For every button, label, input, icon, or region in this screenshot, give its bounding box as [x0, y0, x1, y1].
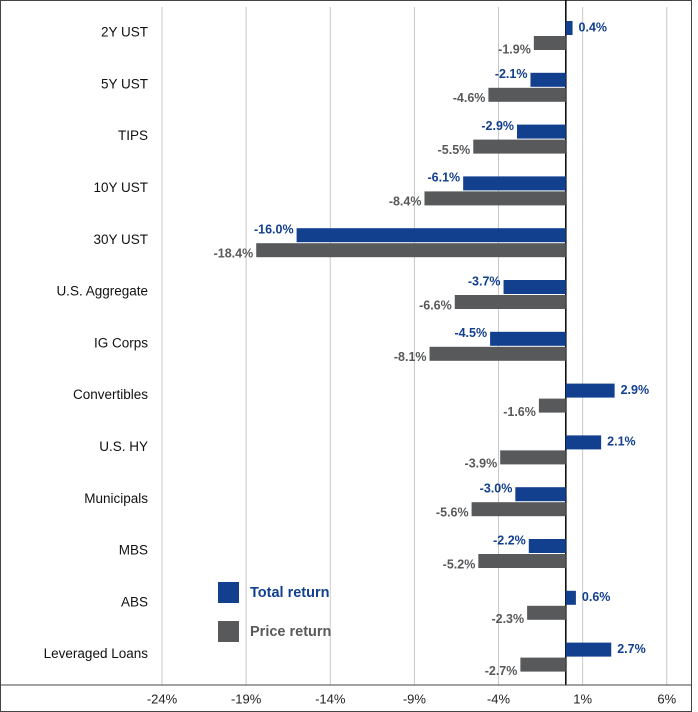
bar: [565, 435, 602, 450]
data-label: -3.0%: [480, 481, 513, 495]
legend-label: Total return: [250, 585, 329, 601]
data-label: 0.4%: [579, 20, 608, 34]
data-label: -4.6%: [453, 91, 486, 105]
bar: [527, 605, 566, 620]
bar: [565, 383, 615, 398]
bar: [533, 36, 566, 50]
x-tick-label: -19%: [231, 691, 262, 706]
y-tick-label: 2Y UST: [101, 25, 148, 40]
bar: [530, 72, 566, 87]
bar: [488, 87, 566, 102]
data-label: 2.9%: [621, 383, 650, 397]
data-label: -2.1%: [495, 67, 528, 81]
x-tick-label: -24%: [147, 691, 178, 706]
bar: [471, 502, 566, 517]
bar: [565, 21, 573, 35]
y-tick-label: 30Y UST: [93, 232, 148, 247]
y-tick-label: TIPS: [118, 128, 148, 143]
data-label: -1.6%: [503, 405, 536, 419]
data-label: -6.6%: [419, 298, 452, 312]
data-label: -1.9%: [498, 42, 531, 56]
bar: [256, 243, 566, 258]
bar: [473, 139, 566, 154]
data-label: -3.7%: [468, 274, 501, 288]
bar: [490, 331, 566, 346]
y-tick-label: Leveraged Loans: [44, 646, 149, 661]
y-tick-label: U.S. Aggregate: [56, 284, 148, 299]
data-label: -6.1%: [428, 171, 461, 185]
bar: [478, 554, 566, 568]
bar: [515, 487, 566, 502]
legend-label: Price return: [250, 624, 331, 640]
bar: [517, 124, 566, 139]
bar: [463, 176, 566, 191]
x-tick-label: -9%: [403, 691, 427, 706]
data-label: -5.5%: [438, 143, 471, 157]
data-label: -5.2%: [443, 557, 476, 571]
y-tick-label: U.S. HY: [99, 439, 148, 454]
y-tick-label: Convertibles: [73, 387, 148, 402]
legend-swatch: [218, 582, 239, 603]
y-tick-label: IG Corps: [94, 335, 148, 350]
y-tick-label: Municipals: [84, 491, 148, 506]
bar: [500, 450, 566, 465]
data-label: -2.7%: [485, 664, 518, 678]
data-label: 0.6%: [582, 590, 611, 604]
x-tick-label: 6%: [657, 691, 676, 706]
data-label: -3.9%: [465, 457, 498, 471]
bar: [454, 295, 566, 309]
bar: [565, 642, 612, 657]
y-tick-label: MBS: [119, 543, 148, 558]
bar: [429, 346, 566, 361]
data-label: -5.6%: [436, 505, 469, 519]
bar: [503, 280, 566, 294]
data-label: -8.4%: [389, 195, 422, 209]
x-tick-label: -14%: [315, 691, 346, 706]
bar: [565, 590, 576, 605]
data-label: -2.2%: [493, 533, 526, 547]
bar: [538, 398, 566, 413]
data-label: -16.0%: [254, 222, 294, 236]
bar: [528, 539, 566, 553]
y-tick-label: 5Y UST: [101, 76, 148, 91]
bar: [296, 228, 566, 243]
x-tick-label: -4%: [487, 691, 511, 706]
data-label: -8.1%: [394, 350, 427, 364]
data-label: -18.4%: [214, 246, 254, 260]
bar: [424, 191, 566, 206]
y-tick-label: ABS: [121, 594, 148, 609]
data-label: -2.9%: [481, 119, 514, 133]
data-label: -2.3%: [491, 612, 524, 626]
y-tick-label: 10Y UST: [93, 180, 148, 195]
x-tick-label: 1%: [573, 691, 592, 706]
bar: [520, 657, 566, 672]
data-label: 2.1%: [607, 435, 636, 449]
data-label: -4.5%: [454, 326, 487, 340]
legend-swatch: [218, 621, 239, 642]
data-label: 2.7%: [617, 642, 646, 656]
